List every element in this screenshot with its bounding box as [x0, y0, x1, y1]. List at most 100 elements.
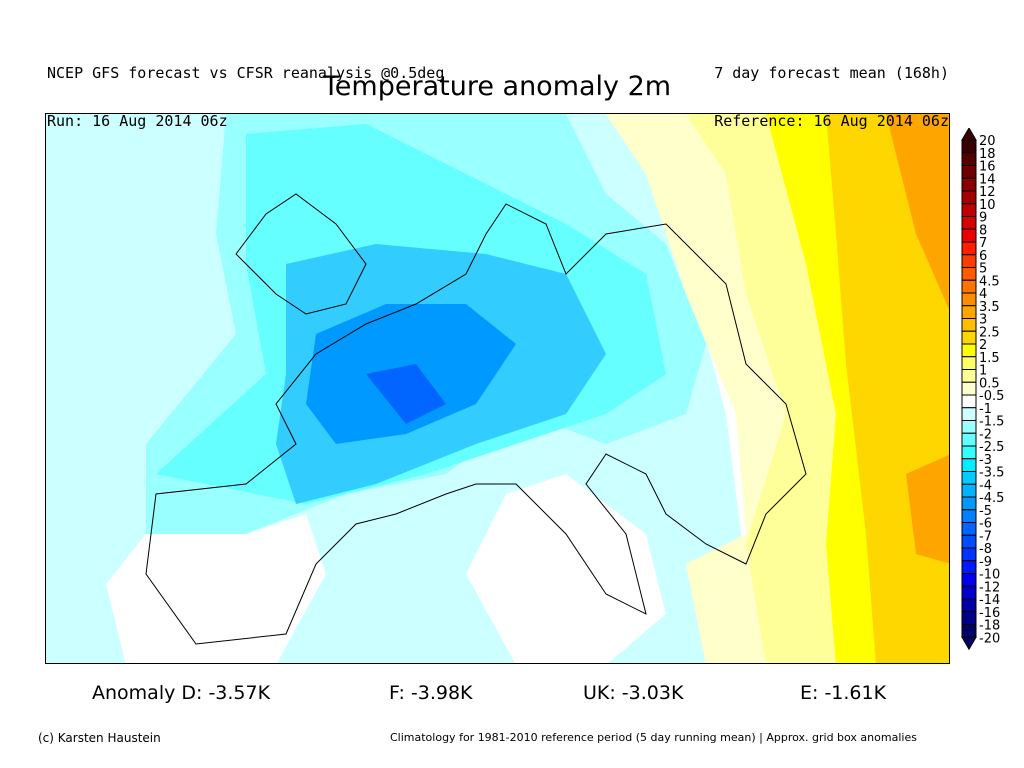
- colorbar-segment: [961, 139, 977, 154]
- colorbar-tick-label: -20: [979, 631, 1000, 646]
- colorbar-tick-label: 18: [979, 147, 996, 162]
- colorbar-tick-label: -9: [979, 555, 992, 570]
- colorbar-tick-label: 2.5: [979, 325, 1000, 340]
- colorbar-tick-label: 9: [979, 211, 987, 226]
- anomaly-germany: Anomaly D: -3.57K: [92, 682, 271, 704]
- colorbar-tick-label: -1.5: [979, 415, 1004, 430]
- colorbar-tick-label: 20: [979, 134, 996, 149]
- model-description: NCEP GFS forecast vs CFSR reanalysis @0.…: [47, 64, 445, 82]
- colorbar-tick-label: 10: [979, 198, 996, 213]
- climatology-note: Climatology for 1981-2010 reference peri…: [390, 731, 917, 744]
- colorbar-tick-label: -4: [979, 478, 992, 493]
- colorbar-tick-label: 16: [979, 160, 996, 175]
- colorbar-segment: [961, 445, 977, 460]
- colorbar-segment: [961, 394, 977, 409]
- colorbar-tick-label: -5: [979, 504, 992, 519]
- colorbar-segment: [961, 190, 977, 205]
- colorbar-segment: [961, 318, 977, 332]
- run-time: Run: 16 Aug 2014 06z: [47, 112, 228, 130]
- colorbar-tick-label: 12: [979, 185, 996, 200]
- colorbar-segment: [961, 369, 977, 383]
- coastline: [145, 193, 807, 645]
- colorbar-tick-label: -18: [979, 619, 1000, 634]
- colorbar-segment: [961, 509, 977, 523]
- colorbar-segment: [961, 624, 977, 638]
- colorbar-segment: [961, 343, 977, 358]
- colorbar-tick-label: 7: [979, 236, 987, 251]
- colorbar-segment: [961, 381, 977, 396]
- colorbar-segment: [961, 330, 977, 345]
- colorbar-tick-label: 6: [979, 249, 987, 264]
- colorbar-segment: [961, 228, 977, 243]
- colorbar-segment: [961, 560, 977, 574]
- colorbar-segment: [961, 356, 977, 370]
- forecast-info: 7 day forecast mean (168h) Reference: 16…: [714, 33, 949, 145]
- orange-region: [886, 114, 949, 564]
- colorbar-tick-label: 2: [979, 338, 987, 353]
- colorbar-tick-label: 1.5: [979, 351, 1000, 366]
- colorbar-segment: [961, 547, 977, 562]
- colorbar-tick-label: -16: [979, 606, 1000, 621]
- colorbar-tick-label: 3: [979, 313, 987, 328]
- colorbar-tick-label: 3.5: [979, 300, 1000, 315]
- colorbar-tick-label: -4.5: [979, 491, 1004, 506]
- colorbar-segment: [961, 305, 977, 319]
- colorbar-tick-label: 1: [979, 364, 987, 379]
- colorbar-segment: [961, 432, 977, 447]
- colorbar-segment: [961, 267, 977, 281]
- colorbar-tick-label: -2.5: [979, 440, 1004, 455]
- colorbar-segment: [961, 241, 977, 256]
- colorbar-segment: [961, 165, 977, 179]
- credit: (c) Karsten Haustein: [38, 731, 161, 745]
- reference-time: Reference: 16 Aug 2014 06z: [714, 112, 949, 130]
- colorbar-segment: [961, 585, 977, 600]
- colorbar-segment: [961, 407, 977, 421]
- colorbar-segment: [961, 483, 977, 498]
- colorbar-segment: [961, 458, 977, 472]
- colorbar-segment: [961, 420, 977, 434]
- colorbar-tick-label: -2: [979, 427, 992, 442]
- colorbar-segment: [961, 292, 977, 307]
- colorbar-segment: [961, 598, 977, 613]
- colorbar-tick-label: -8: [979, 542, 992, 557]
- colorbar-tick-label: -12: [979, 580, 1000, 595]
- colorbar-tick-label: -3.5: [979, 466, 1004, 481]
- colorbar-tick-label: 4.5: [979, 274, 1000, 289]
- forecast-period: 7 day forecast mean (168h): [714, 64, 949, 82]
- colorbar-tick-label: 4: [979, 287, 987, 302]
- colorbar-segment: [961, 203, 977, 217]
- map-title: Temperature anomaly 2m: [322, 71, 672, 102]
- colorbar-segment: [961, 216, 977, 230]
- colorbar-tick-label: 0.5: [979, 376, 1000, 391]
- colorbar-segment: [961, 471, 977, 485]
- colorbar-top-arrow: [961, 128, 977, 141]
- anomaly-spain: E: -1.61K: [800, 682, 887, 704]
- colorbar-segment: [961, 496, 977, 511]
- colorbar-segment: [961, 573, 977, 587]
- colorbar-tick-label: -7: [979, 529, 992, 544]
- colorbar-segment: [961, 254, 977, 268]
- white-spain: [106, 514, 326, 663]
- colorbar-tick-label: -1: [979, 402, 992, 417]
- anomaly-field: [46, 114, 949, 663]
- colorbar-tick-label: 14: [979, 172, 996, 187]
- colorbar-segment: [961, 522, 977, 536]
- blue-dark-region: [366, 364, 446, 424]
- colorbar-tick-label: -0.5: [979, 389, 1004, 404]
- colorbar-segment: [961, 279, 977, 294]
- colorbar-tick-label: -6: [979, 517, 992, 532]
- colorbar-bottom-arrow: [961, 636, 977, 651]
- colorbar-segment: [961, 177, 977, 192]
- anomaly-france: F: -3.98K: [389, 682, 473, 704]
- colorbar-tick-label: -3: [979, 453, 992, 468]
- anomaly-uk: UK: -3.03K: [583, 682, 684, 704]
- colorbar-segment: [961, 611, 977, 625]
- model-info: NCEP GFS forecast vs CFSR reanalysis @0.…: [47, 33, 444, 145]
- colorbar-segment: [961, 534, 977, 549]
- anomaly-map: [45, 113, 950, 664]
- colorbar-tick-label: -10: [979, 568, 1000, 583]
- colorbar-tick-label: 5: [979, 262, 987, 277]
- colorbar-segment: [961, 152, 977, 166]
- colorbar-tick-label: 8: [979, 223, 987, 238]
- colorbar: 201816141210987654.543.532.521.510.5-0.5…: [961, 128, 1004, 651]
